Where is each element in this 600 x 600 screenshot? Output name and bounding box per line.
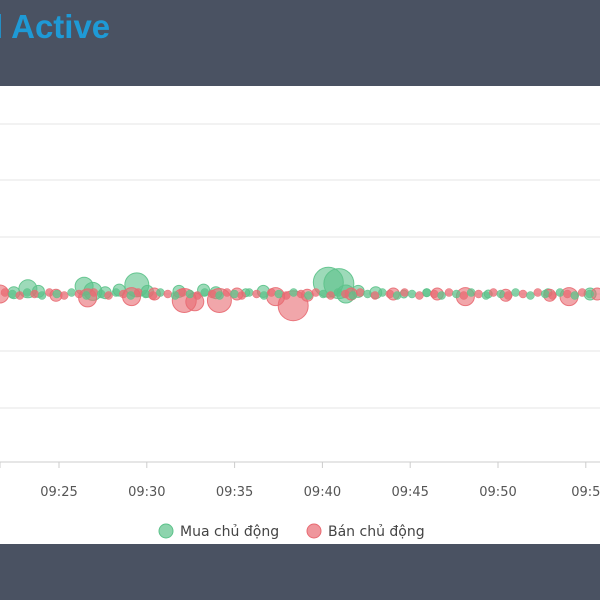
- band-point-72: [533, 288, 543, 297]
- band-point-14: [104, 291, 113, 300]
- chart-panel: 09:25 09:30 09:35 09:40 09:45 09:50 09:5 Mua ch…: [0, 86, 600, 544]
- x-tick-label-2: 09:35: [216, 485, 253, 500]
- band-point-32: [237, 291, 247, 300]
- band-point-61: [452, 289, 461, 299]
- legend-sell-swatch: [306, 523, 322, 539]
- header-bar: l Active: [0, 0, 600, 86]
- band-point-48: [355, 288, 365, 297]
- band-point-62: [459, 291, 469, 300]
- band-point-54: [400, 288, 409, 297]
- band-point-33: [244, 288, 254, 297]
- band-point-15: [111, 288, 121, 297]
- band-point-26: [193, 291, 202, 300]
- band-point-9: [67, 288, 76, 297]
- band-point-36: [267, 288, 276, 297]
- band-point-16: [119, 289, 128, 299]
- band-point-1: [8, 289, 17, 299]
- x-tick-label-5: 09:50: [479, 485, 516, 500]
- footer-bar: [0, 544, 600, 600]
- band-point-24: [178, 288, 187, 297]
- x-tick-label-4: 09:45: [391, 485, 428, 500]
- band-point-38: [281, 291, 291, 300]
- band-point-0: [0, 288, 10, 297]
- band-point-29: [215, 291, 224, 300]
- band-point-56: [415, 291, 424, 300]
- band-point-52: [385, 289, 395, 299]
- band-point-41: [304, 291, 313, 300]
- band-point-6: [45, 288, 54, 297]
- band-point-19: [141, 289, 150, 299]
- band-point-45: [333, 288, 343, 297]
- x-tick-label-3: 09:40: [304, 485, 341, 500]
- band-point-63: [466, 288, 476, 297]
- band-point-7: [52, 289, 62, 299]
- band-point-74: [548, 291, 557, 300]
- band-point-60: [444, 288, 454, 297]
- band-point-43: [318, 289, 328, 299]
- band-point-8: [59, 291, 69, 300]
- band-point-28: [207, 289, 217, 299]
- band-point-59: [437, 291, 446, 300]
- band-point-20: [148, 291, 158, 300]
- band-point-25: [185, 289, 195, 299]
- band-point-13: [96, 289, 106, 299]
- band-point-64: [474, 289, 483, 299]
- band-point-50: [370, 291, 380, 300]
- band-point-78: [577, 288, 587, 297]
- band-point-53: [392, 291, 402, 300]
- band-point-30: [222, 288, 232, 297]
- band-point-39: [289, 288, 298, 297]
- page-title: l Active: [0, 8, 111, 45]
- band-point-65: [481, 291, 491, 300]
- band-point-34: [252, 289, 261, 299]
- band-point-22: [163, 289, 173, 299]
- band-point-66: [489, 288, 498, 297]
- x-tick-label-1: 09:30: [128, 485, 165, 500]
- band-point-5: [37, 291, 47, 300]
- band-point-21: [156, 288, 165, 297]
- band-point-75: [555, 288, 565, 297]
- band-point-40: [296, 289, 306, 299]
- legend-sell-label: Bán chủ động: [328, 524, 425, 540]
- band-point-12: [89, 288, 99, 297]
- band-point-68: [503, 291, 513, 300]
- band-point-18: [133, 288, 143, 297]
- x-tick-label-6: 09:5: [571, 485, 600, 500]
- band-point-69: [511, 288, 520, 297]
- band-point-42: [311, 288, 321, 297]
- band-point-77: [570, 291, 580, 300]
- band-point-2: [15, 291, 25, 300]
- band-point-4: [30, 289, 39, 299]
- band-point-35: [259, 291, 269, 300]
- band-point-51: [378, 288, 387, 297]
- band-point-46: [341, 289, 350, 299]
- band-point-55: [407, 289, 417, 299]
- scatter-chart: 09:25 09:30 09:35 09:40 09:45 09:50 09:5 Mua ch…: [0, 123, 600, 540]
- band-point-76: [563, 289, 572, 299]
- band-point-31: [230, 289, 239, 299]
- band-point-67: [496, 289, 506, 299]
- band-point-27: [200, 288, 210, 297]
- legend-buy-label: Mua chủ động: [180, 524, 279, 540]
- band-point-73: [540, 289, 550, 299]
- band-point-3: [22, 288, 32, 297]
- x-tick-label-0: 09:25: [40, 485, 77, 500]
- band-point-49: [363, 289, 372, 299]
- band-point-44: [326, 291, 335, 300]
- band-point-11: [82, 291, 91, 300]
- band-point-70: [518, 289, 528, 299]
- band-point-79: [585, 289, 594, 299]
- band-point-10: [74, 289, 84, 299]
- band-point-58: [429, 289, 439, 299]
- legend-buy-swatch: [158, 523, 174, 539]
- band-point-23: [170, 291, 180, 300]
- band-point-37: [274, 289, 284, 299]
- band-point-47: [348, 291, 358, 300]
- band-point-57: [422, 288, 432, 297]
- band-point-71: [526, 291, 535, 300]
- band-point-17: [126, 291, 136, 300]
